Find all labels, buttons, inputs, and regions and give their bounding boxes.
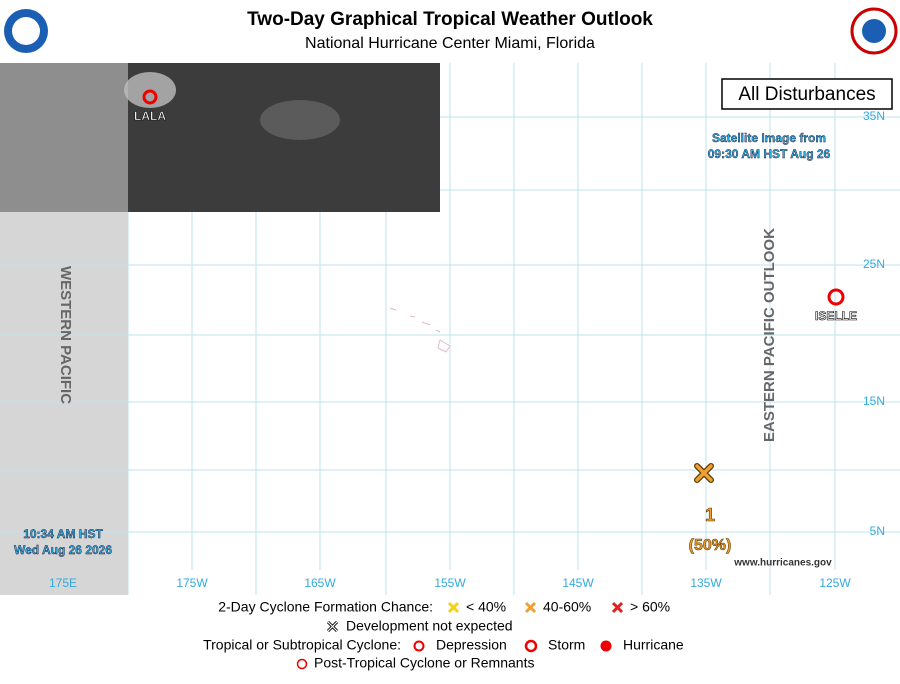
latitude-label: 35N bbox=[863, 109, 885, 123]
legend-symbol bbox=[600, 640, 612, 652]
subtitle: National Hurricane Center Miami, Florida bbox=[305, 35, 595, 52]
legend-item: Post-Tropical Cyclone or Remnants bbox=[314, 655, 534, 671]
disturbance-marker bbox=[695, 464, 713, 482]
disturbance-chance: (50%) bbox=[689, 537, 732, 554]
hawaii-islands bbox=[389, 307, 451, 353]
noaa-logo-inner bbox=[12, 17, 40, 45]
latitude-label: 5N bbox=[870, 524, 885, 538]
disturbance-id: 1 bbox=[705, 505, 715, 525]
legend-item: Hurricane bbox=[623, 637, 684, 653]
legend-symbol bbox=[327, 621, 338, 632]
legend-item: 40-60% bbox=[543, 599, 591, 615]
website: www.hurricanes.gov bbox=[733, 558, 832, 569]
satellite-note: 09:30 AM HST Aug 26 bbox=[708, 147, 831, 161]
issued-time: 10:34 AM HST bbox=[23, 527, 103, 541]
legend-symbol bbox=[296, 658, 308, 670]
latitude-label: 15N bbox=[863, 394, 885, 408]
legend-symbol bbox=[524, 639, 538, 653]
legend-item: < 40% bbox=[466, 599, 506, 615]
longitude-label: 125W bbox=[819, 576, 851, 590]
longitude-label: 135W bbox=[690, 576, 722, 590]
region-label: EASTERN PACIFIC OUTLOOK bbox=[761, 228, 778, 442]
legend-item: Development not expected bbox=[346, 618, 513, 634]
lala-symbol bbox=[142, 89, 158, 105]
legend-symbol bbox=[413, 640, 425, 652]
longitude-label: 175W bbox=[176, 576, 208, 590]
longitude-label: 145W bbox=[562, 576, 594, 590]
legend-symbol bbox=[611, 601, 624, 614]
satellite-note: Satellite Image from bbox=[712, 131, 826, 145]
region-label: WESTERN PACIFIC bbox=[57, 266, 74, 404]
iselle-symbol bbox=[827, 288, 845, 306]
panel-label: All Disturbances bbox=[738, 84, 875, 105]
longitude-label: 155W bbox=[434, 576, 466, 590]
legend-title: 2-Day Cyclone Formation Chance: bbox=[218, 599, 433, 615]
nws-logo-inner bbox=[862, 19, 886, 43]
longitude-label: 165W bbox=[304, 576, 336, 590]
legend-symbol bbox=[524, 601, 537, 614]
legend-title: Tropical or Subtropical Cyclone: bbox=[203, 637, 401, 653]
legend-symbol bbox=[447, 601, 460, 614]
issued-date: Wed Aug 26 2026 bbox=[14, 543, 112, 557]
longitude-label: 175E bbox=[49, 576, 77, 590]
cloud bbox=[260, 100, 340, 140]
legend-item: > 60% bbox=[630, 599, 670, 615]
legend-item: Storm bbox=[548, 637, 585, 653]
latitude-label: 25N bbox=[863, 257, 885, 271]
legend-item: Depression bbox=[436, 637, 507, 653]
panel-box bbox=[721, 78, 893, 110]
satellite-image-left bbox=[0, 63, 128, 212]
cyclone-label: ISELLE bbox=[815, 309, 857, 323]
title: Two-Day Graphical Tropical Weather Outlo… bbox=[247, 9, 653, 30]
cyclone-label: LALA bbox=[134, 109, 166, 123]
